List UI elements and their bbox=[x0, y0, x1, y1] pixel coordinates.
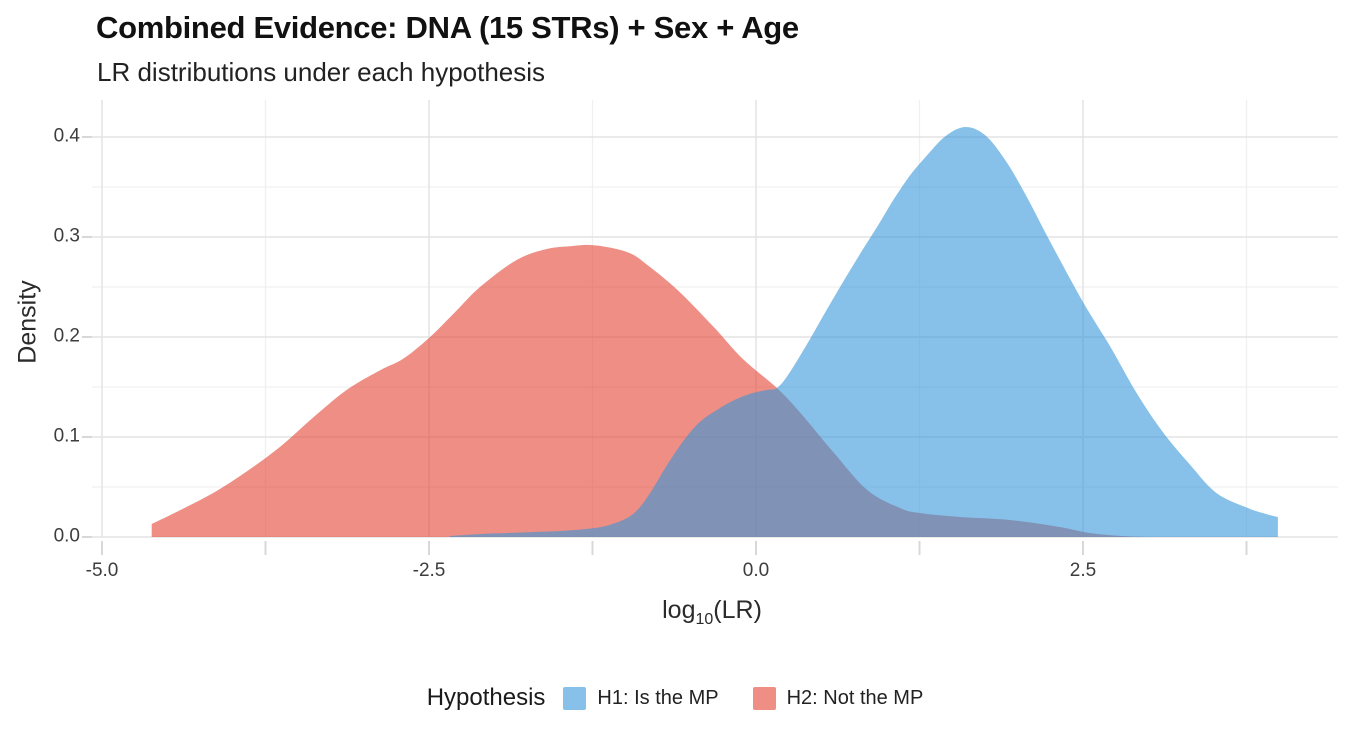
x-axis-title-base: log bbox=[662, 596, 696, 624]
y-tick-label: 0.1 bbox=[53, 425, 80, 447]
x-axis-title-subscript: 10 bbox=[695, 611, 714, 628]
chart-subtitle: LR distributions under each hypothesis bbox=[97, 57, 546, 87]
legend-item: H1: Is the MP bbox=[563, 686, 719, 710]
density-area-h2 bbox=[151, 244, 1149, 537]
y-tick-label: 0.2 bbox=[53, 325, 80, 347]
x-tick-label: 0.0 bbox=[742, 560, 770, 581]
x-axis-title-rest: (LR) bbox=[713, 596, 762, 624]
x-tick-label: -5.0 bbox=[85, 560, 119, 581]
legend-item-label: H1: Is the MP bbox=[597, 686, 719, 709]
legend: Hypothesis H1: Is the MP H2: Not the MP bbox=[0, 684, 1350, 712]
chart-title: Combined Evidence: DNA (15 STRs) + Sex +… bbox=[96, 10, 799, 45]
density-area-h1 bbox=[449, 126, 1278, 537]
legend-key-h2 bbox=[752, 686, 776, 710]
legend-items: H1: Is the MP H2: Not the MP bbox=[563, 686, 924, 710]
legend-item-label: H2: Not the MP bbox=[786, 686, 924, 709]
x-axis-title: log10(LR) bbox=[662, 596, 762, 629]
x-tick-label: 2.5 bbox=[1069, 560, 1097, 581]
legend-title: Hypothesis bbox=[426, 684, 546, 711]
y-axis-title: Density bbox=[13, 280, 42, 364]
legend-item: H2: Not the MP bbox=[752, 686, 924, 710]
y-tick-label: 0.4 bbox=[53, 125, 80, 147]
y-tick-label: 0.0 bbox=[53, 525, 80, 547]
x-tick-label: -2.5 bbox=[412, 560, 446, 581]
legend-key-h1 bbox=[563, 686, 587, 710]
y-tick-label: 0.3 bbox=[53, 225, 80, 247]
